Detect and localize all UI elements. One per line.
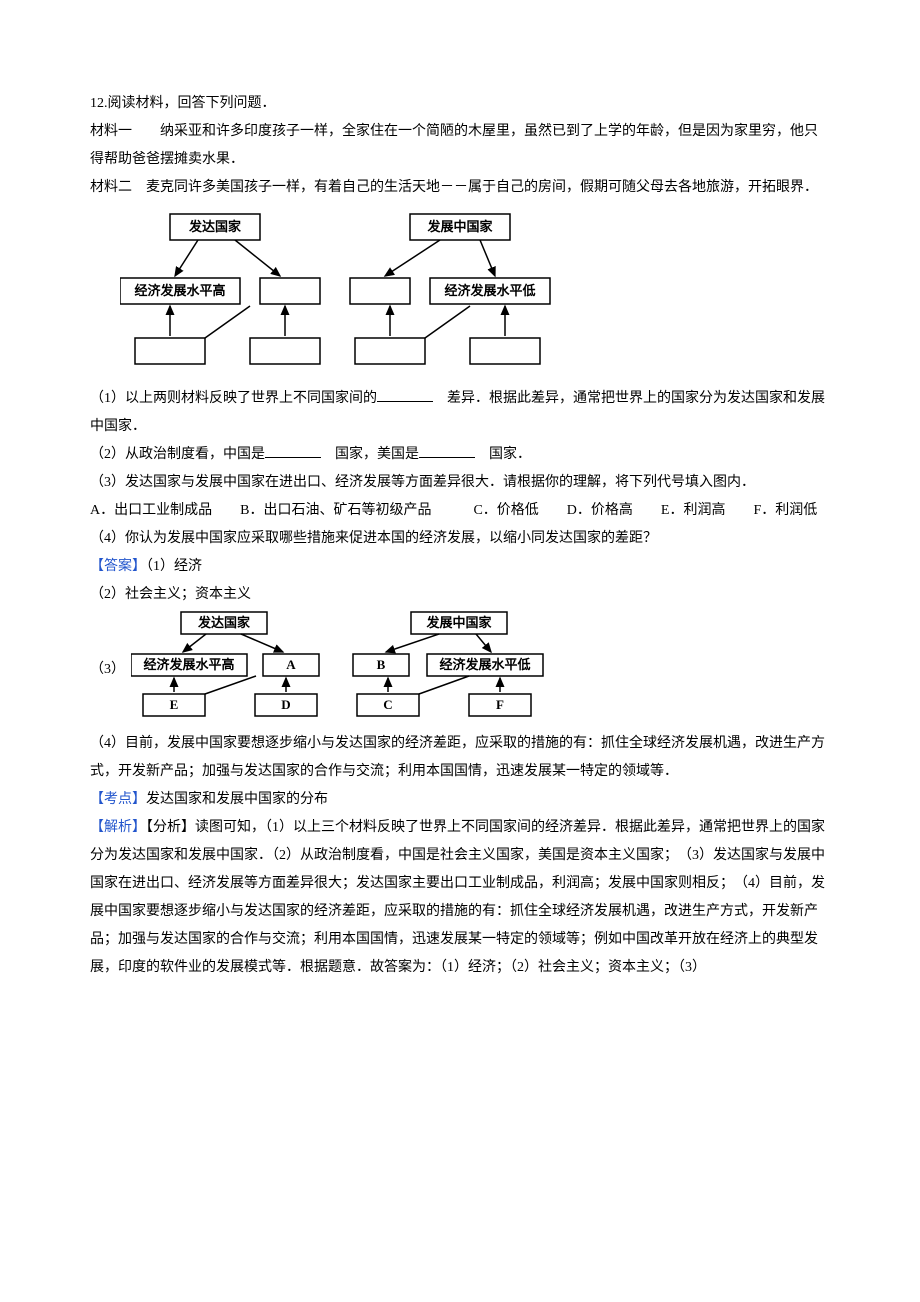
answer-diagram: 发达国家 发展中国家 经济发展水平高 A B 经济发展水平低 E D C F [131,609,561,730]
ans-box-A: A [286,657,296,672]
ans-box-D: D [281,697,290,712]
question-diagram: 发达国家 发展中国家 经济发展水平高 经济发展水平低 [120,208,830,379]
answer-3-prefix: （3） [90,656,125,684]
diagram-developed: 发达国家 [188,219,242,234]
kaodian-line: 【考点】发达国家和发展中国家的分布 [90,786,830,814]
options-line: A．出口工业制成品 B．出口石油、矿石等初级产品 C．价格低 D．价格高 E．利… [90,497,830,525]
diagram-low-level: 经济发展水平低 [444,283,535,298]
jiexi-label: 【解析】 [90,820,146,835]
ans-box-C: C [383,697,392,712]
question-4: （4）你认为发展中国家应采取哪些措施来促进本国的经济发展，以缩小同发达国家的差距… [90,525,830,553]
jiexi-line: 【解析】【分析】读图可知，（1）以上三个材料反映了世界上不同国家间的经济差异．根… [90,814,830,982]
ans-box-F: F [496,697,504,712]
blank-q2b [419,443,475,458]
ans-box-B: B [377,657,386,672]
svg-text:发达国家: 发达国家 [197,615,251,630]
answer-label: 【答案】 [90,559,146,574]
svg-text:经济发展水平低: 经济发展水平低 [439,657,530,672]
answer-2: （2）社会主义；资本主义 [90,581,830,609]
material-2: 材料二 麦克同许多美国孩子一样，有着自己的生活天地－－属于自己的房间，假期可随父… [90,174,830,202]
answer-3-row: （3） 发达国家 发展中国家 经济发展水平高 A B 经济发展水平低 E [90,609,830,730]
question-number: 12.阅读材料，回答下列问题． [90,90,830,118]
svg-text:发展中国家: 发展中国家 [425,615,492,630]
answer-1: 【答案】（1）经济 [90,553,830,581]
diagram-high-level: 经济发展水平高 [134,283,225,298]
answer-4: （4）目前，发展中国家要想逐步缩小与发达国家的经济差距，应采取的措施的有：抓住全… [90,730,830,786]
material-1: 材料一 纳采亚和许多印度孩子一样，全家住在一个简陋的木屋里，虽然已到了上学的年龄… [90,118,830,174]
svg-text:经济发展水平高: 经济发展水平高 [143,657,234,672]
kaodian-label: 【考点】 [90,792,146,807]
ans-box-E: E [170,697,179,712]
question-3: （3）发达国家与发展中国家在进出口、经济发展等方面差异很大．请根据你的理解，将下… [90,469,830,497]
diagram-developing: 发展中国家 [426,219,493,234]
question-2: （2）从政治制度看，中国是 国家，美国是 国家． [90,441,830,469]
question-1: （1）以上两则材料反映了世界上不同国家间的 差异．根据此差异，通常把世界上的国家… [90,385,830,441]
blank-q2a [265,443,321,458]
blank-q1 [377,387,433,402]
